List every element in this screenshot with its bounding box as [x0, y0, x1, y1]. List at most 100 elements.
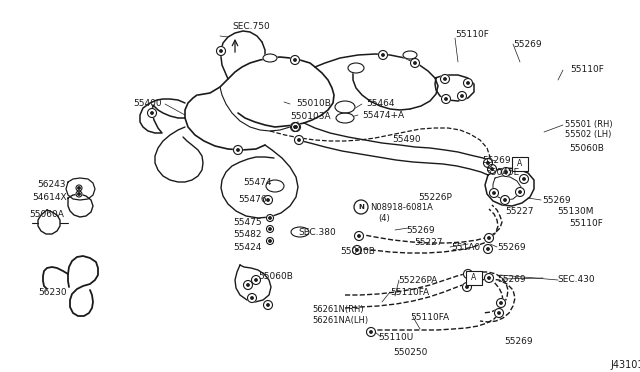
- Circle shape: [466, 286, 468, 288]
- Circle shape: [500, 302, 502, 304]
- Circle shape: [378, 51, 387, 60]
- Circle shape: [440, 74, 449, 83]
- Circle shape: [76, 191, 82, 197]
- Text: (4): (4): [378, 214, 390, 223]
- Circle shape: [483, 158, 493, 167]
- Circle shape: [463, 78, 472, 87]
- Bar: [466, 271, 482, 285]
- Text: SEC.430: SEC.430: [557, 275, 595, 284]
- Text: 55474: 55474: [243, 178, 271, 187]
- Circle shape: [78, 187, 80, 189]
- Text: 55227: 55227: [505, 207, 534, 216]
- Ellipse shape: [266, 180, 284, 192]
- Ellipse shape: [263, 54, 277, 62]
- Text: 55269: 55269: [504, 337, 532, 346]
- Circle shape: [523, 178, 525, 180]
- Circle shape: [269, 228, 271, 230]
- Circle shape: [444, 78, 446, 80]
- Text: 55269: 55269: [497, 243, 525, 252]
- Text: 55269: 55269: [513, 40, 541, 49]
- Circle shape: [502, 167, 511, 176]
- Circle shape: [251, 297, 253, 299]
- Circle shape: [78, 193, 80, 195]
- Circle shape: [269, 217, 271, 219]
- Text: 55110F: 55110F: [455, 30, 489, 39]
- Text: 55110FA: 55110FA: [390, 288, 429, 297]
- Circle shape: [354, 200, 368, 214]
- Circle shape: [467, 273, 469, 275]
- Text: J43101MX: J43101MX: [610, 360, 640, 370]
- Text: 55110F: 55110F: [569, 219, 603, 228]
- Circle shape: [483, 244, 493, 253]
- Text: 55501 (RH): 55501 (RH): [565, 120, 612, 129]
- Circle shape: [151, 112, 153, 114]
- Circle shape: [291, 55, 300, 64]
- Circle shape: [370, 331, 372, 333]
- Text: N08918-6081A: N08918-6081A: [370, 203, 433, 212]
- Circle shape: [490, 189, 499, 198]
- Circle shape: [495, 308, 504, 317]
- Circle shape: [266, 237, 273, 244]
- Circle shape: [487, 248, 489, 250]
- Text: 56230: 56230: [38, 288, 67, 297]
- Text: 55400: 55400: [133, 99, 162, 108]
- Ellipse shape: [336, 113, 354, 123]
- Circle shape: [248, 294, 257, 302]
- Text: SEC.750: SEC.750: [232, 22, 269, 31]
- Circle shape: [504, 199, 506, 201]
- Text: 55502 (LH): 55502 (LH): [565, 130, 611, 139]
- Circle shape: [267, 304, 269, 306]
- Circle shape: [291, 122, 300, 131]
- Circle shape: [497, 298, 506, 308]
- Text: SEC.380: SEC.380: [298, 228, 336, 237]
- Circle shape: [356, 249, 358, 251]
- Text: 55269: 55269: [542, 196, 571, 205]
- Circle shape: [234, 145, 243, 154]
- Circle shape: [267, 199, 269, 201]
- Circle shape: [255, 279, 257, 281]
- Circle shape: [355, 231, 364, 241]
- Text: 55110U: 55110U: [378, 333, 413, 342]
- Text: 55269: 55269: [406, 226, 435, 235]
- Circle shape: [500, 196, 509, 205]
- Circle shape: [382, 54, 384, 56]
- Text: 56243: 56243: [37, 180, 65, 189]
- Text: 55269: 55269: [482, 156, 511, 165]
- Circle shape: [220, 50, 222, 52]
- Text: 55269: 55269: [497, 275, 525, 284]
- Circle shape: [264, 196, 273, 205]
- Text: 55227: 55227: [414, 238, 442, 247]
- Text: 550250: 550250: [393, 348, 428, 357]
- Text: 55475: 55475: [233, 218, 262, 227]
- Circle shape: [488, 164, 497, 173]
- Circle shape: [484, 273, 493, 282]
- Circle shape: [445, 98, 447, 100]
- Circle shape: [461, 95, 463, 97]
- Text: N: N: [358, 204, 364, 210]
- Circle shape: [269, 240, 271, 242]
- Circle shape: [515, 187, 525, 196]
- Ellipse shape: [291, 227, 309, 237]
- Circle shape: [367, 327, 376, 337]
- Circle shape: [487, 162, 489, 164]
- Circle shape: [291, 122, 301, 131]
- Circle shape: [505, 171, 507, 173]
- Text: 55130M: 55130M: [557, 207, 593, 216]
- Text: 56261N(RH): 56261N(RH): [312, 305, 364, 314]
- Circle shape: [266, 215, 273, 221]
- Circle shape: [353, 246, 362, 254]
- Circle shape: [247, 284, 249, 286]
- Circle shape: [358, 235, 360, 237]
- Text: 550103A: 550103A: [290, 112, 331, 121]
- Circle shape: [266, 225, 273, 232]
- Circle shape: [463, 282, 472, 292]
- Circle shape: [488, 237, 490, 239]
- Circle shape: [237, 149, 239, 151]
- Ellipse shape: [335, 101, 355, 113]
- Text: A: A: [472, 273, 477, 282]
- Circle shape: [493, 192, 495, 194]
- Circle shape: [458, 92, 467, 100]
- Text: A: A: [517, 160, 523, 169]
- Text: 55010B: 55010B: [296, 99, 331, 108]
- Text: 551A0: 551A0: [451, 243, 480, 252]
